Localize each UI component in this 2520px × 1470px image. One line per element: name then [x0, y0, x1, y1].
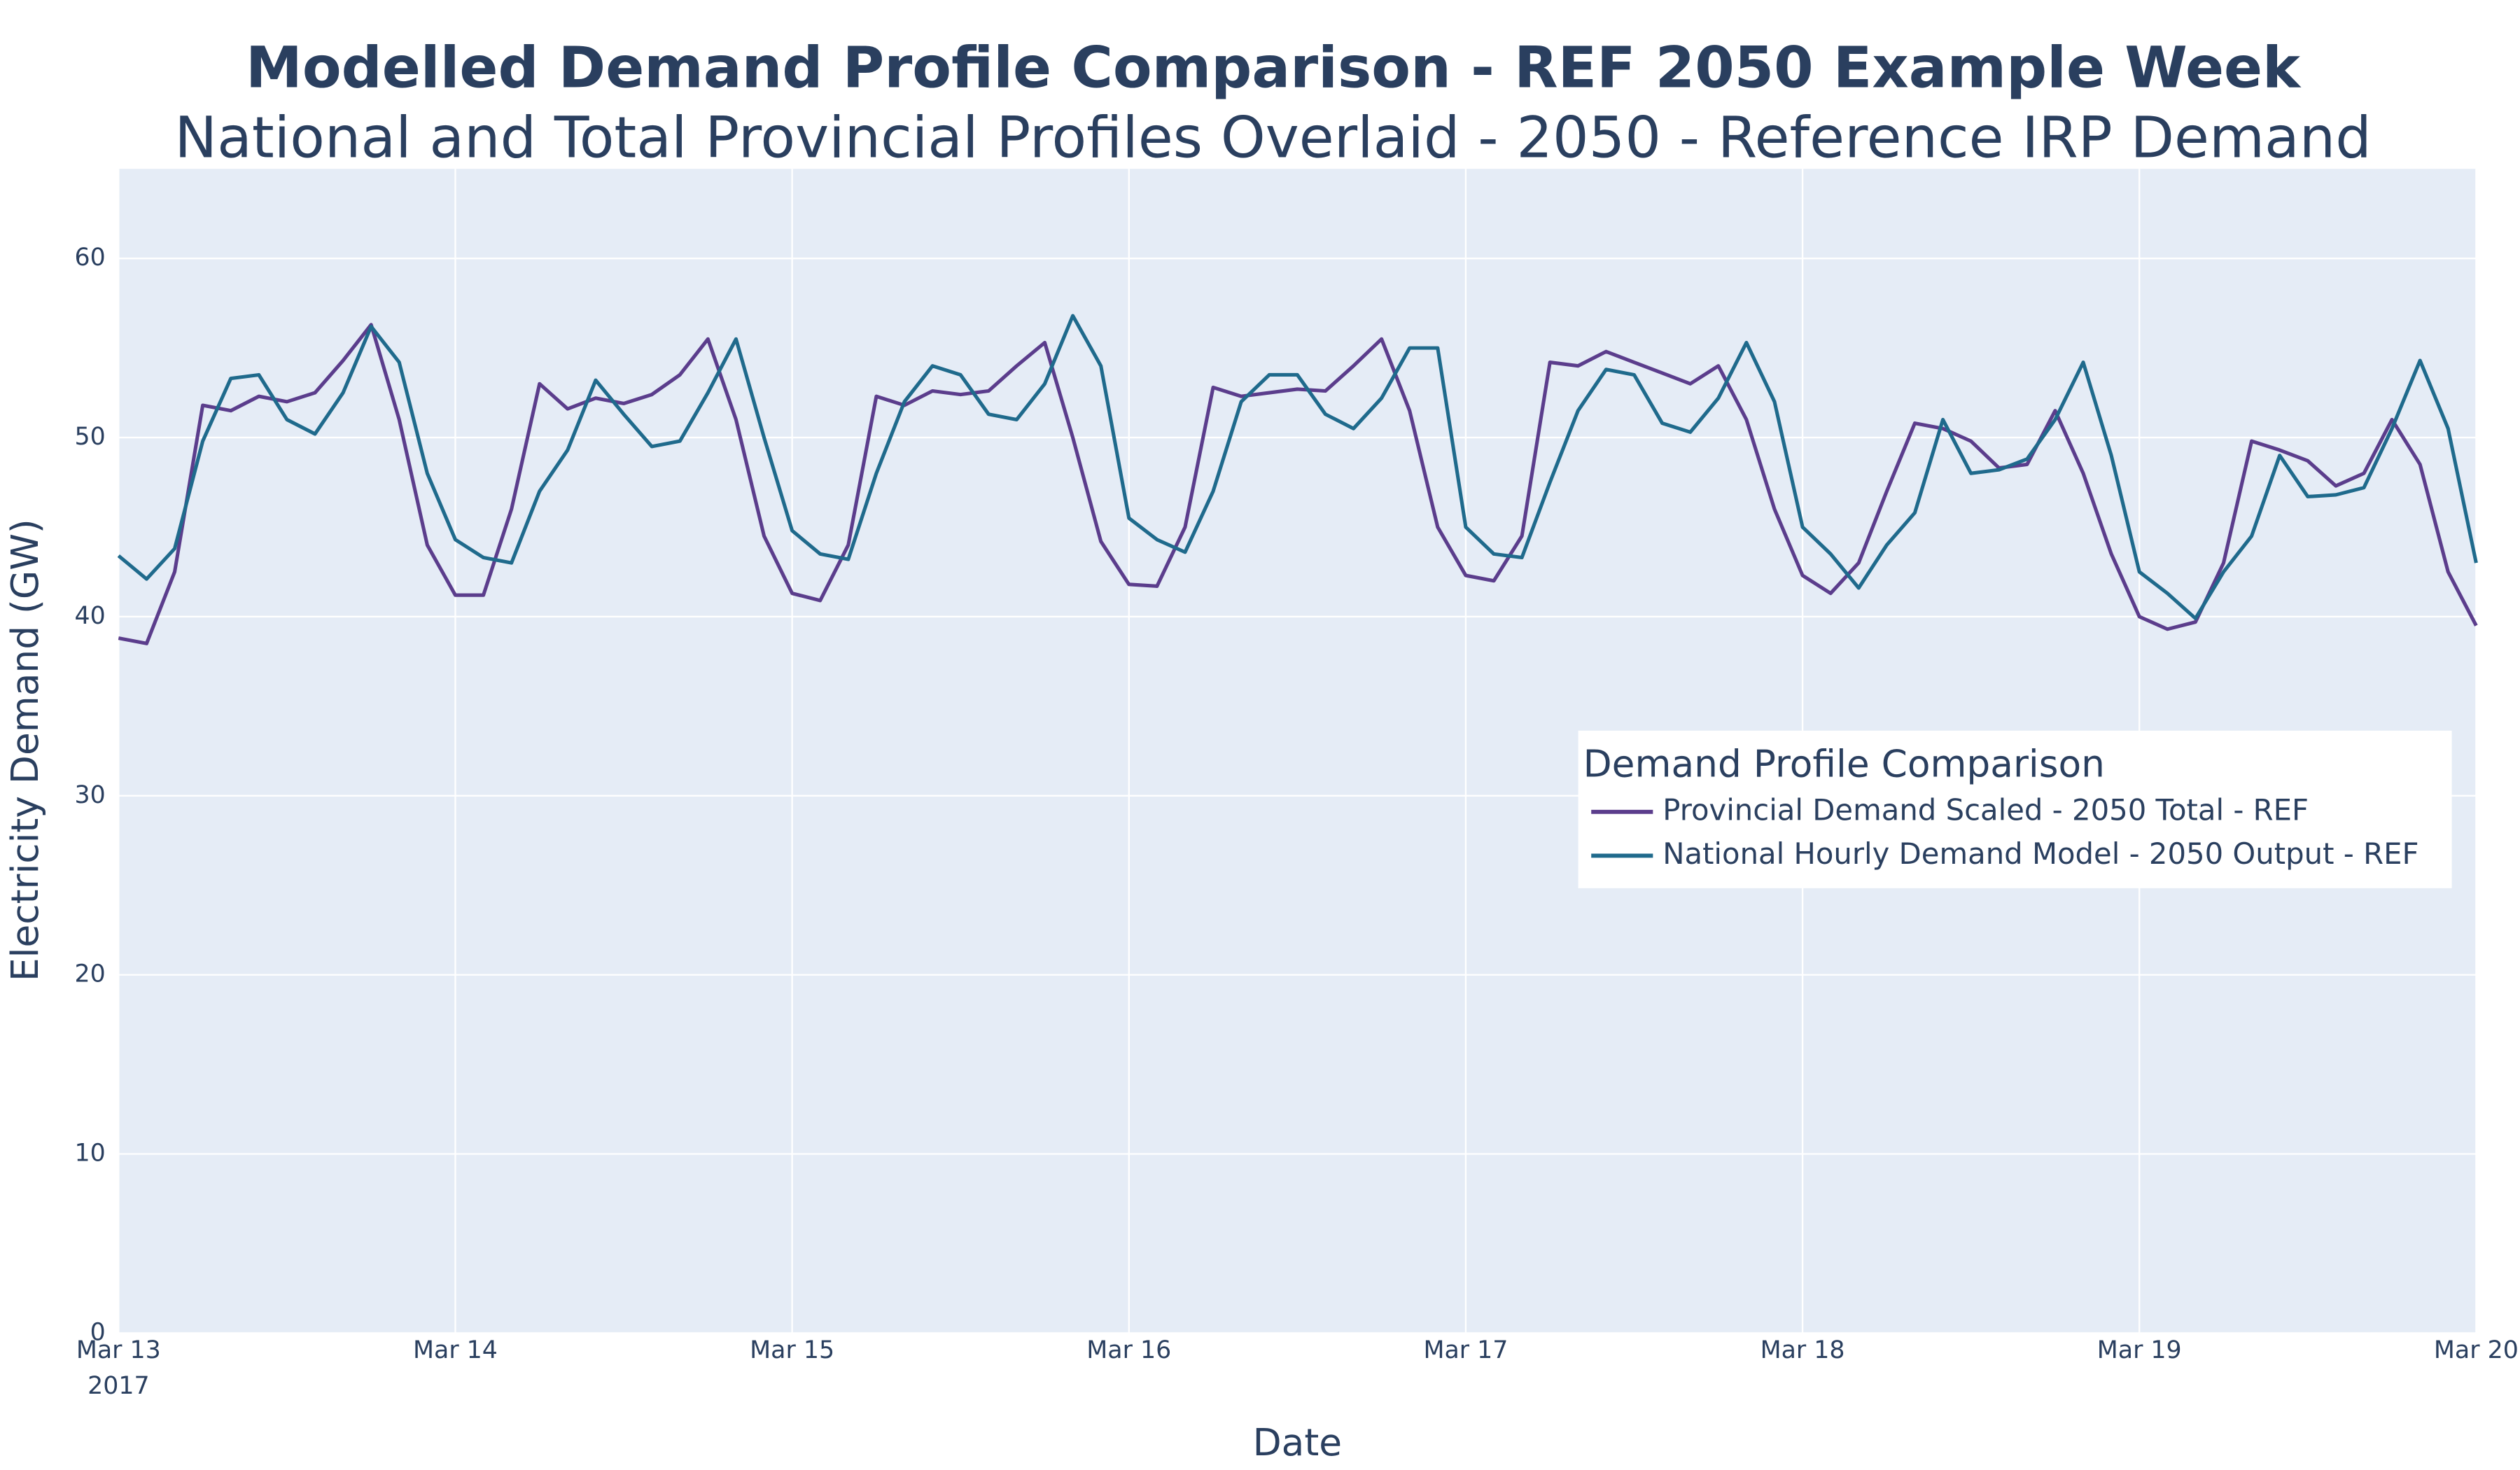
y-tick-label: 10 [75, 1140, 106, 1168]
x-tick-label: Mar 20 [2434, 1336, 2519, 1364]
x-tick-label: Mar 19 [2097, 1336, 2182, 1364]
y-tick-label: 30 [75, 781, 106, 809]
legend-label: Provincial Demand Scaled - 2050 Total - … [1662, 792, 2309, 827]
chart-subtitle: National and Total Provincial Profiles O… [174, 105, 2371, 171]
y-tick-label: 40 [75, 602, 106, 630]
legend-title: Demand Profile Comparison [1583, 741, 2105, 785]
legend: Demand Profile Comparison Provincial Dema… [1578, 730, 2452, 888]
y-axis-label: Electricity Demand (GW) [3, 519, 47, 981]
x-tick-label: Mar 13 [76, 1336, 161, 1364]
x-tick-label: Mar 15 [750, 1336, 834, 1364]
chart-title: Modelled Demand Profile Comparison - REF… [246, 36, 2302, 102]
y-tick-label: 0 [90, 1318, 106, 1346]
x-tick-label: Mar 18 [1760, 1336, 1845, 1364]
x-tick-label: Mar 14 [413, 1336, 498, 1364]
y-tick-label: 60 [75, 244, 106, 272]
y-tick-label: 50 [75, 423, 106, 451]
x-tick-label: Mar 16 [1086, 1336, 1171, 1364]
x-axis-label: Date [1253, 1420, 1343, 1464]
x-year-label: 2017 [88, 1372, 150, 1400]
legend-label: National Hourly Demand Model - 2050 Outp… [1662, 836, 2418, 871]
line-series [117, 314, 2478, 621]
legend-box [1578, 730, 2452, 888]
y-tick-label: 20 [75, 960, 106, 988]
line-series [118, 323, 2478, 645]
x-tick-label: Mar 17 [1423, 1336, 1508, 1364]
